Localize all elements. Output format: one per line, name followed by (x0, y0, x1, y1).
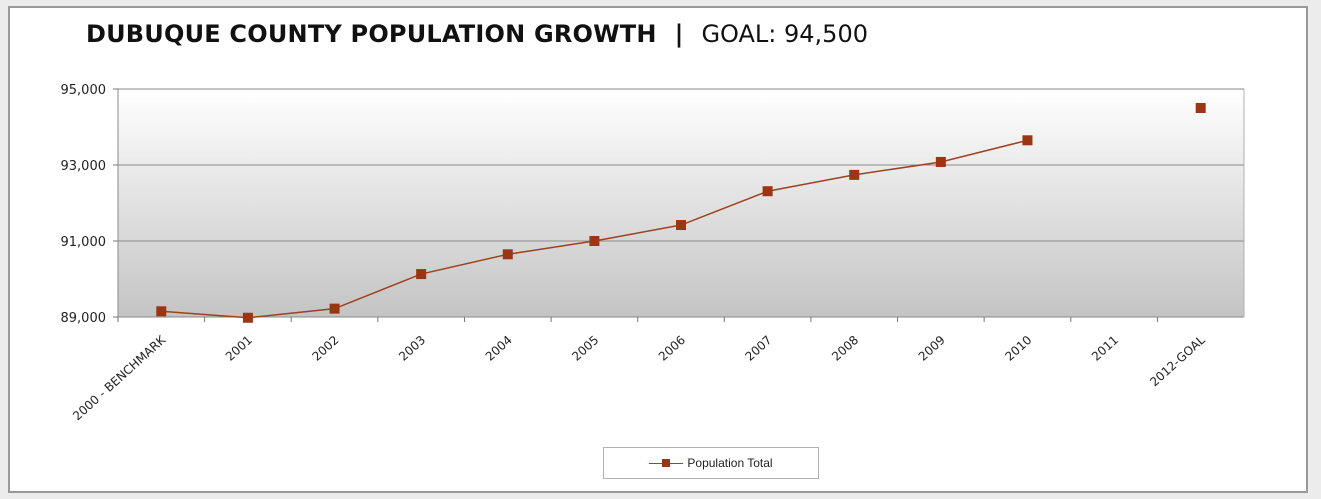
data-point (935, 156, 946, 167)
data-point (329, 303, 340, 314)
data-point (156, 306, 167, 317)
data-point (849, 169, 860, 180)
data-point (1022, 135, 1033, 146)
x-tick-label: 2002 (309, 333, 341, 364)
x-tick-label: 2000 - BENCHMARK (70, 332, 169, 423)
x-tick-label: 2009 (916, 333, 948, 364)
data-point (589, 236, 600, 246)
chart-title-main: DUBUQUE COUNTY POPULATION GROWTH (86, 20, 657, 48)
data-point (242, 312, 253, 323)
y-tick-label: 89,000 (61, 311, 107, 326)
x-tick-label: 2004 (483, 333, 515, 364)
data-point (762, 186, 773, 197)
chart-title-separator: | (674, 20, 684, 48)
plot-area (118, 89, 1244, 317)
x-tick-label: 2003 (396, 333, 428, 364)
x-tick-label: 2011 (1089, 333, 1121, 364)
x-tick-label: 2012-GOAL (1147, 333, 1208, 390)
data-point (502, 249, 513, 260)
legend-marker (649, 456, 684, 470)
x-tick-label: 2007 (743, 333, 775, 364)
data-point (676, 220, 686, 231)
x-tick-label: 2001 (223, 333, 255, 364)
x-tick-label: 2010 (1002, 333, 1034, 364)
chart-title: DUBUQUE COUNTY POPULATION GROWTH | GOAL:… (86, 14, 868, 54)
x-tick-label: 2005 (569, 333, 601, 364)
legend: Population Total (603, 447, 819, 479)
legend-label: Population Total (687, 456, 773, 470)
y-tick-label: 91,000 (61, 235, 107, 250)
data-point (1195, 103, 1206, 113)
x-tick-label: 2008 (829, 333, 861, 364)
y-tick-label: 95,000 (61, 83, 107, 98)
y-tick-label: 93,000 (61, 159, 107, 174)
chart-title-goal: GOAL: 94,500 (701, 20, 868, 48)
x-tick-label: 2006 (656, 333, 688, 364)
data-point (416, 269, 427, 280)
